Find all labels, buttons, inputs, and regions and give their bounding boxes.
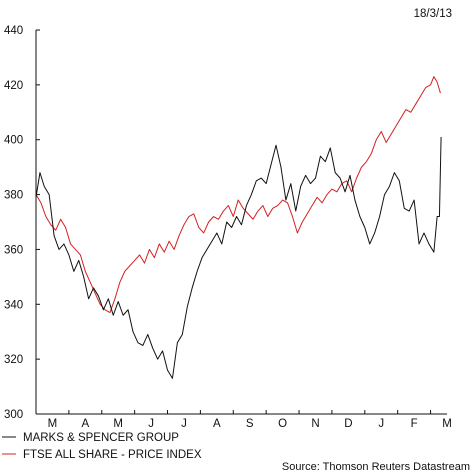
x-tick-label: F: [411, 418, 418, 430]
x-tick-label: J: [148, 418, 154, 430]
x-tick-label: M: [48, 418, 58, 430]
x-tick-label: D: [344, 418, 352, 430]
x-tick-label: J: [181, 418, 187, 430]
source-label: Source: Thomson Reuters Datastream: [282, 461, 470, 473]
y-tick-label: 400: [4, 135, 23, 147]
x-tick-label: M: [113, 418, 123, 430]
y-tick-label: 440: [4, 25, 23, 37]
x-tick-label: J: [378, 418, 384, 430]
x-tick-label: N: [311, 418, 319, 430]
y-tick-label: 360: [4, 244, 23, 256]
series-lines: [35, 76, 442, 379]
legend-label-marks-spencer: MARKS & SPENCER GROUP: [23, 432, 179, 444]
x-tick-label: O: [278, 418, 287, 430]
y-tick-label: 320: [4, 354, 23, 366]
x-tick-label: M: [442, 418, 452, 430]
legend-label-ftse-all-share: FTSE ALL SHARE - PRICE INDEX: [23, 449, 202, 461]
chart-axes: [35, 30, 447, 415]
y-tick-label: 380: [4, 190, 23, 202]
y-tick-label: 340: [4, 299, 23, 311]
y-tick-label: 300: [4, 409, 23, 421]
series-line-marks-spencer-group: [35, 136, 442, 379]
legend: MARKS & SPENCER GROUP FTSE ALL SHARE - P…: [2, 432, 202, 461]
x-tick-label: A: [213, 418, 221, 430]
x-tick-label: A: [81, 418, 89, 430]
x-tick-label: S: [246, 418, 254, 430]
chart-date-label: 18/3/13: [414, 8, 452, 20]
series-line-ftse-all-share-price-index: [35, 76, 441, 314]
y-tick-group: 300 320 340 360 380 400 420 440: [4, 25, 40, 421]
y-tick-label: 420: [4, 80, 23, 92]
